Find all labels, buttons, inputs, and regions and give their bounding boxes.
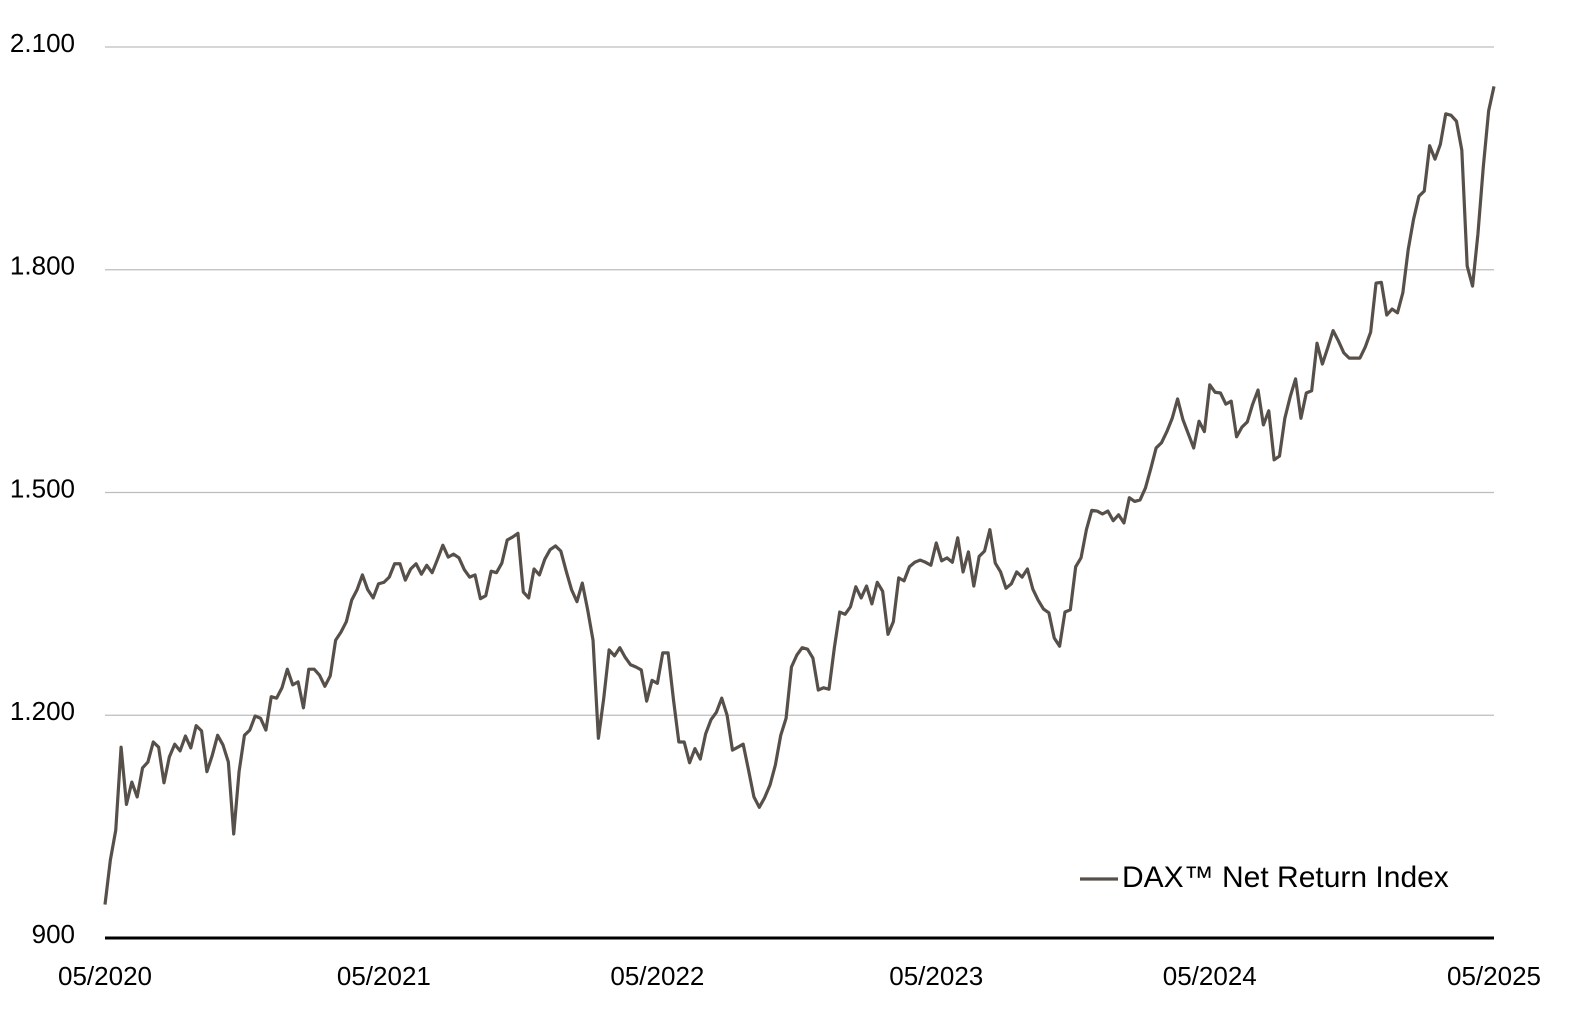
y-tick-label: 1.800 (10, 251, 75, 281)
x-tick-label: 05/2021 (337, 961, 431, 991)
x-tick-label: 05/2023 (889, 961, 983, 991)
x-tick-label: 05/2020 (58, 961, 152, 991)
y-tick-label: 1.200 (10, 696, 75, 726)
x-tick-label: 05/2025 (1447, 961, 1541, 991)
y-tick-label: 900 (32, 919, 75, 949)
legend-label: DAX™ Net Return Index (1122, 861, 1449, 894)
x-tick-label: 05/2024 (1163, 961, 1257, 991)
y-tick-label: 2.100 (10, 28, 75, 58)
data-line (103, 86, 1496, 905)
y-tick-label: 1.500 (10, 473, 75, 503)
x-tick-label: 05/2022 (610, 961, 704, 991)
